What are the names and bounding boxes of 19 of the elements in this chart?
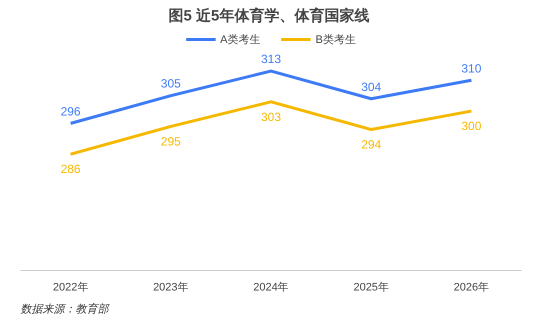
x-tick-label: 2026年 [454, 282, 490, 294]
legend-label: B类考生 [316, 32, 356, 46]
data-label: 294 [361, 138, 382, 152]
chart-title: 图5 近5年体育学、体育国家线 [168, 6, 370, 24]
data-label: 313 [260, 52, 282, 66]
data-label: 300 [461, 119, 482, 134]
x-tick-label: 2025年 [353, 282, 389, 294]
data-label: 304 [361, 80, 382, 94]
data-label: 310 [461, 61, 482, 76]
data-label: 286 [60, 162, 81, 176]
data-label: 295 [160, 134, 182, 148]
x-tick-label: 2024年 [253, 282, 289, 294]
source-note: 数据来源：教育部 [20, 302, 110, 316]
x-tick-label: 2023年 [153, 282, 189, 294]
data-label: 296 [60, 104, 81, 118]
legend-label: A类考生 [220, 32, 260, 46]
data-label: 305 [160, 76, 182, 91]
data-label: 303 [260, 110, 282, 124]
x-tick-label: 2022年 [52, 282, 88, 294]
